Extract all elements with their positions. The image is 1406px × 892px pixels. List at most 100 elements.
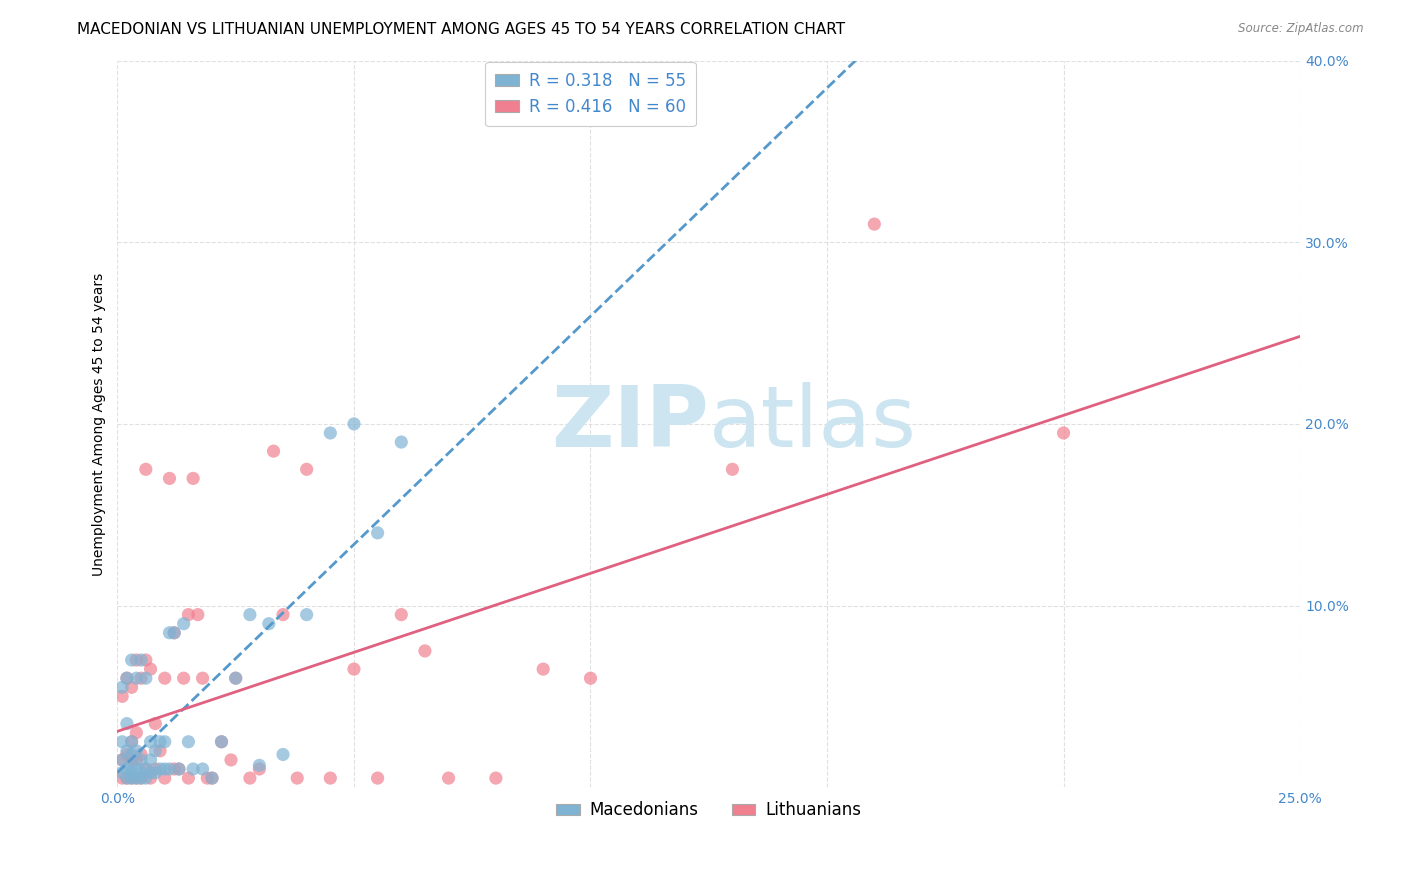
Text: atlas: atlas	[709, 383, 917, 466]
Point	[239, 771, 262, 785]
Point	[125, 653, 148, 667]
Point	[173, 616, 195, 631]
Point	[257, 616, 280, 631]
Point	[437, 771, 460, 785]
Point	[115, 771, 138, 785]
Point	[367, 771, 389, 785]
Point	[143, 744, 166, 758]
Point	[115, 744, 138, 758]
Point	[319, 425, 342, 440]
Point	[115, 771, 138, 785]
Text: ZIP: ZIP	[551, 383, 709, 466]
Point	[343, 417, 366, 431]
Point	[135, 762, 157, 776]
Point	[211, 735, 233, 749]
Point	[129, 671, 152, 685]
Point	[167, 762, 190, 776]
Point	[343, 662, 366, 676]
Point	[143, 716, 166, 731]
Point	[115, 747, 138, 762]
Point	[135, 771, 157, 785]
Point	[125, 771, 148, 785]
Point	[247, 762, 270, 776]
Point	[485, 771, 508, 785]
Legend: Macedonians, Lithuanians: Macedonians, Lithuanians	[550, 795, 868, 826]
Point	[159, 471, 181, 485]
Point	[121, 747, 143, 762]
Point	[125, 753, 148, 767]
Point	[129, 753, 152, 767]
Point	[121, 765, 143, 780]
Point	[531, 662, 554, 676]
Point	[1052, 425, 1074, 440]
Point	[319, 771, 342, 785]
Point	[159, 762, 181, 776]
Text: MACEDONIAN VS LITHUANIAN UNEMPLOYMENT AMONG AGES 45 TO 54 YEARS CORRELATION CHAR: MACEDONIAN VS LITHUANIAN UNEMPLOYMENT AM…	[77, 22, 845, 37]
Point	[143, 765, 166, 780]
Point	[225, 671, 247, 685]
Point	[153, 735, 176, 749]
Point	[111, 753, 134, 767]
Point	[115, 762, 138, 776]
Point	[219, 753, 242, 767]
Point	[111, 753, 134, 767]
Point	[295, 462, 318, 476]
Point	[121, 758, 143, 772]
Point	[115, 671, 138, 685]
Point	[139, 771, 162, 785]
Point	[135, 671, 157, 685]
Point	[579, 671, 602, 685]
Point	[271, 607, 294, 622]
Point	[135, 762, 157, 776]
Point	[111, 735, 134, 749]
Point	[153, 671, 176, 685]
Point	[201, 771, 224, 785]
Point	[211, 735, 233, 749]
Point	[863, 217, 886, 231]
Point	[191, 762, 214, 776]
Point	[129, 771, 152, 785]
Point	[139, 765, 162, 780]
Point	[111, 690, 134, 704]
Point	[139, 735, 162, 749]
Point	[177, 607, 200, 622]
Point	[149, 762, 172, 776]
Point	[413, 644, 436, 658]
Point	[121, 680, 143, 694]
Point	[191, 671, 214, 685]
Point	[163, 762, 186, 776]
Y-axis label: Unemployment Among Ages 45 to 54 years: Unemployment Among Ages 45 to 54 years	[93, 272, 107, 575]
Point	[135, 462, 157, 476]
Point	[153, 762, 176, 776]
Point	[389, 607, 412, 622]
Point	[181, 471, 204, 485]
Point	[143, 762, 166, 776]
Point	[121, 771, 143, 785]
Point	[195, 771, 218, 785]
Point	[163, 625, 186, 640]
Point	[389, 435, 412, 450]
Point	[125, 762, 148, 776]
Point	[121, 653, 143, 667]
Point	[263, 444, 285, 458]
Point	[129, 747, 152, 762]
Point	[129, 765, 152, 780]
Point	[153, 771, 176, 785]
Point	[159, 625, 181, 640]
Point	[149, 735, 172, 749]
Point	[129, 771, 152, 785]
Point	[125, 671, 148, 685]
Point	[201, 771, 224, 785]
Point	[129, 653, 152, 667]
Point	[167, 762, 190, 776]
Point	[139, 662, 162, 676]
Point	[721, 462, 744, 476]
Point	[177, 735, 200, 749]
Point	[135, 653, 157, 667]
Point	[225, 671, 247, 685]
Point	[149, 744, 172, 758]
Text: Source: ZipAtlas.com: Source: ZipAtlas.com	[1239, 22, 1364, 36]
Point	[111, 771, 134, 785]
Point	[181, 762, 204, 776]
Point	[125, 771, 148, 785]
